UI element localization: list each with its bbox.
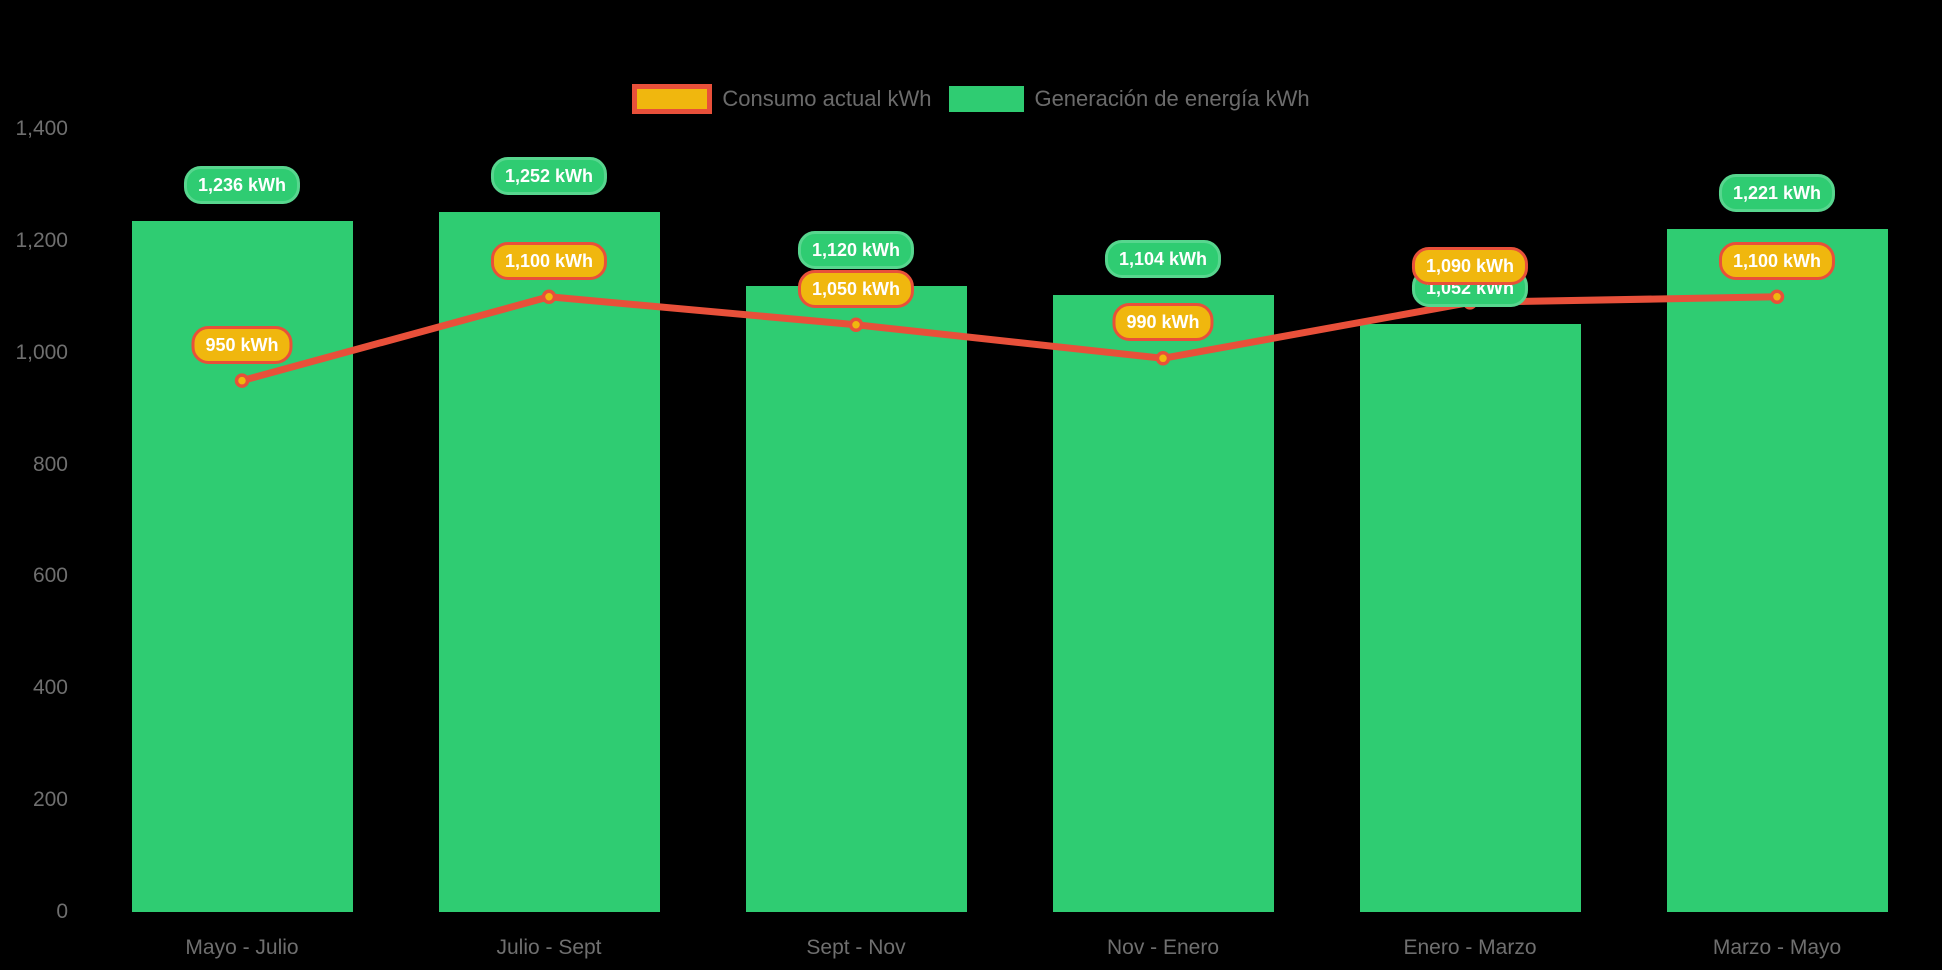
consumo-line: [238, 293, 1781, 385]
y-tick-label: 1,400: [15, 117, 68, 140]
x-tick-label: Marzo - Mayo: [1712, 936, 1842, 959]
bar-generacion[interactable]: [1359, 323, 1581, 912]
data-label-consumo: 990 kWh: [1112, 303, 1214, 342]
y-tick-label: 0: [56, 900, 68, 923]
bar-generacion[interactable]: [745, 285, 967, 912]
data-label-consumo: 1,050 kWh: [797, 269, 915, 308]
consumo-point[interactable]: [848, 317, 864, 332]
x-tick-label: Julio - Sept: [496, 936, 602, 959]
data-label-generacion: 1,104 kWh: [1104, 239, 1222, 278]
data-label-consumo: 1,100 kWh: [1718, 241, 1836, 280]
legend: Consumo actual kWh Generación de energía…: [0, 83, 1942, 115]
y-tick-label: 1,200: [15, 228, 68, 252]
data-label-generacion: 1,221 kWh: [1718, 174, 1836, 213]
x-tick-label: Mayo - Julio: [185, 936, 299, 959]
bar-generacion[interactable]: [1666, 229, 1888, 912]
data-label-consumo: 1,100 kWh: [490, 241, 608, 280]
legend-item-generacion[interactable]: Generación de energía kWh: [949, 84, 1310, 114]
bar-generacion[interactable]: [1052, 294, 1274, 912]
legend-label-consumo: Consumo actual kWh: [722, 86, 932, 111]
consumo-point[interactable]: [541, 289, 557, 305]
data-label-consumo: 950 kWh: [191, 325, 293, 364]
bar-generacion[interactable]: [438, 211, 660, 912]
legend-swatch-generacion-icon: [949, 86, 1025, 112]
y-tick-label: 1,000: [15, 340, 68, 364]
data-label-consumo: 1,090 kWh: [1411, 247, 1529, 286]
x-tick-label: Nov - Enero: [1106, 936, 1220, 959]
consumo-point[interactable]: [1155, 351, 1171, 366]
data-label-generacion: 1,252 kWh: [490, 156, 608, 195]
y-tick-label: 200: [32, 788, 68, 812]
legend-item-consumo[interactable]: Consumo actual kWh: [632, 84, 931, 114]
legend-label-generacion: Generación de energía kWh: [1034, 86, 1310, 111]
y-tick-label: 600: [32, 564, 68, 588]
y-tick-label: 400: [32, 676, 68, 700]
x-tick-label: Sept - Nov: [806, 936, 906, 959]
y-tick-label: 800: [32, 452, 68, 476]
consumo-point[interactable]: [234, 373, 250, 388]
consumo-point[interactable]: [1769, 289, 1785, 305]
legend-swatch-consumo-icon: [632, 84, 713, 114]
data-label-generacion: 1,120 kWh: [797, 230, 915, 269]
x-tick-label: Enero - Marzo: [1403, 936, 1537, 959]
data-label-generacion: 1,236 kWh: [183, 165, 301, 204]
